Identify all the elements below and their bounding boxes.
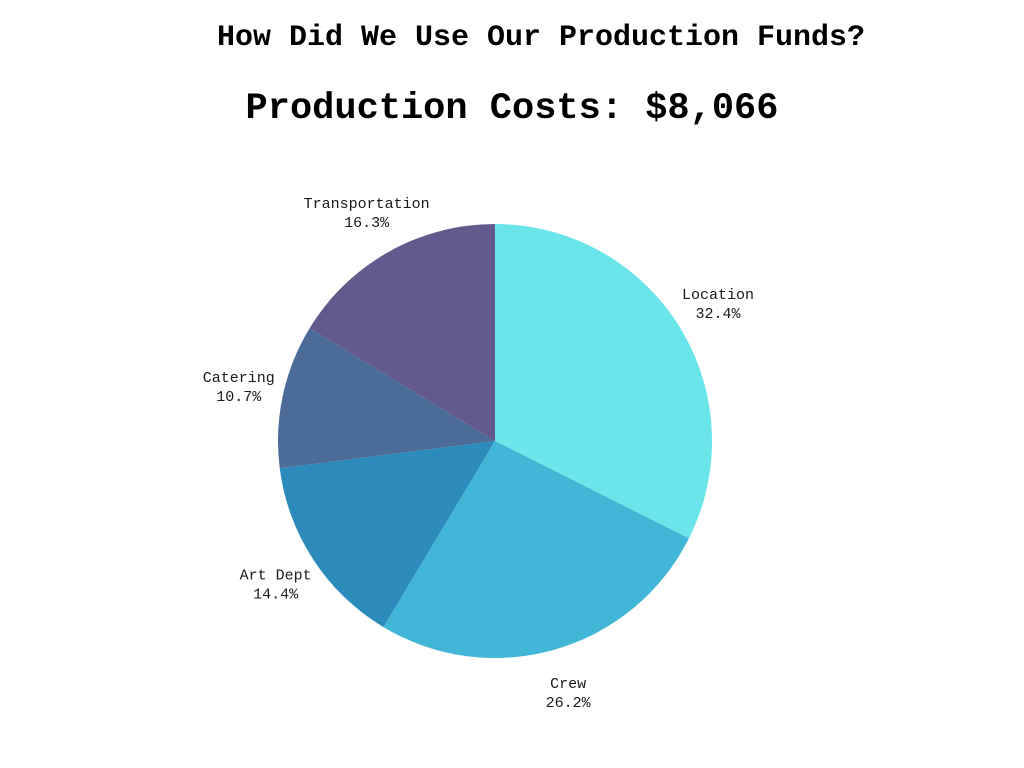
slice-label: Transportation xyxy=(304,196,430,213)
slice-percent-label: 32.4% xyxy=(695,306,741,323)
pie-labels: Location 32.4% Crew 26.2% Art Dept 14.4% Cater… xyxy=(203,196,754,712)
slice-percent-label: 26.2% xyxy=(546,695,592,712)
pie-slice-location xyxy=(495,224,712,539)
pie-slice-transportation xyxy=(309,224,495,441)
slice-label: Crew xyxy=(550,676,586,693)
chart-subtitle: Production Costs: $8,066 xyxy=(245,88,779,130)
slice-label: Art Dept xyxy=(240,568,312,585)
pie-slice-crew xyxy=(383,441,689,658)
slice-percent-label: 16.3% xyxy=(344,215,390,232)
slice-label: Catering xyxy=(203,370,275,387)
pie-slices xyxy=(277,224,712,658)
pie-slice-catering xyxy=(277,328,495,469)
slice-percent-label: 14.4% xyxy=(253,587,299,604)
slice-percent-label: 10.7% xyxy=(216,389,262,406)
page-title: How Did We Use Our Production Funds? xyxy=(216,21,866,55)
slice-label: Location xyxy=(682,287,754,304)
pie-slice-art-dept xyxy=(279,441,495,628)
